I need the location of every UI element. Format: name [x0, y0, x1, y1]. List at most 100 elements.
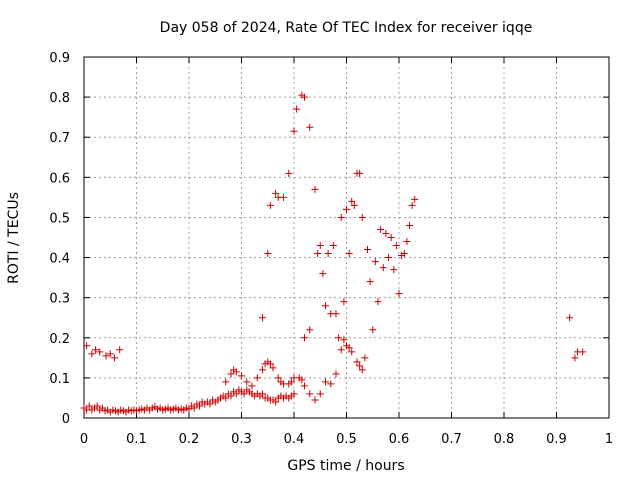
x-axis-label: GPS time / hours [287, 458, 404, 474]
data-point [85, 402, 93, 410]
data-point [285, 169, 293, 177]
data-point [337, 213, 345, 221]
data-point [406, 221, 413, 229]
data-point [329, 242, 337, 250]
data-points [80, 91, 587, 416]
data-point [272, 189, 280, 197]
data-point [340, 298, 348, 306]
data-point [116, 346, 124, 354]
y-tick-label: 0.7 [49, 131, 70, 146]
data-point [369, 326, 377, 334]
data-point [92, 346, 100, 354]
data-point [110, 354, 118, 362]
data-point [403, 238, 411, 246]
axis-ticks [83, 56, 610, 419]
data-point [345, 344, 353, 352]
data-point [272, 398, 280, 406]
x-tick-label: 0.6 [389, 432, 410, 447]
data-point [88, 350, 96, 358]
data-point [335, 334, 343, 342]
data-point [332, 310, 340, 318]
data-point [340, 336, 348, 344]
x-tick-label: 0.4 [284, 432, 305, 447]
data-point [337, 346, 345, 354]
data-point [353, 358, 361, 366]
data-point [232, 368, 240, 376]
data-point [238, 372, 245, 380]
data-point [290, 127, 298, 135]
data-point [385, 254, 392, 262]
data-point [356, 362, 364, 370]
data-point [356, 169, 364, 177]
data-point [83, 342, 91, 350]
data-point [227, 392, 235, 400]
data-point [579, 348, 587, 356]
data-point [253, 374, 261, 382]
data-point [348, 348, 356, 356]
data-point [314, 250, 322, 258]
x-tick-label: 1 [605, 432, 613, 447]
data-point [324, 250, 332, 258]
data-point [106, 350, 114, 358]
data-point [322, 378, 329, 386]
data-point [316, 242, 324, 250]
y-axis-label: ROTI / TECUs [6, 192, 22, 284]
data-point [306, 123, 314, 131]
data-point [332, 370, 340, 378]
data-point [306, 390, 314, 398]
y-tick-label: 0.6 [49, 171, 70, 186]
data-point [382, 229, 390, 237]
y-tick-label: 0 [62, 412, 70, 427]
data-point [93, 402, 101, 410]
data-point [316, 390, 324, 398]
data-point [259, 366, 266, 374]
data-point [311, 185, 319, 193]
data-point [269, 364, 277, 372]
y-tick-labels: 0 0.1 0.2 0.3 0.4 0.5 0.6 0.7 0.8 0.9 [49, 51, 70, 427]
data-point [266, 201, 274, 209]
data-point [222, 394, 230, 402]
chart-title: Day 058 of 2024, Rate Of TEC Index for r… [160, 20, 533, 36]
data-point [377, 225, 385, 233]
data-point [190, 404, 198, 412]
data-point [395, 290, 403, 298]
y-tick-label: 0.2 [49, 332, 70, 347]
data-point [327, 380, 335, 388]
data-point [298, 376, 306, 384]
x-tick-label: 0 [80, 432, 88, 447]
data-point [196, 402, 203, 410]
y-tick-label: 0.9 [49, 51, 70, 66]
x-tick-label: 0.7 [441, 432, 462, 447]
data-point [301, 93, 308, 101]
data-point [345, 250, 353, 258]
x-tick-label: 0.1 [126, 432, 147, 447]
data-point [259, 314, 266, 322]
data-point [206, 400, 214, 408]
data-point [311, 396, 319, 404]
data-point [227, 370, 235, 378]
x-tick-label: 0.3 [231, 432, 252, 447]
data-point [306, 326, 314, 334]
data-point [264, 250, 272, 258]
data-point [232, 390, 240, 398]
y-tick-label: 0.3 [49, 292, 70, 307]
x-tick-labels: 0 0.1 0.2 0.3 0.4 0.5 0.6 0.7 0.8 0.9 1 [80, 432, 613, 447]
data-point [240, 390, 248, 398]
data-point [364, 246, 371, 254]
data-point [287, 378, 295, 386]
data-point [301, 382, 308, 390]
data-point [371, 258, 379, 266]
data-point [243, 378, 251, 386]
data-point [348, 197, 356, 205]
data-point [361, 354, 369, 362]
y-tick-label: 0.5 [49, 211, 70, 226]
data-point [387, 234, 395, 241]
data-point [319, 270, 327, 278]
data-point [96, 348, 104, 356]
data-point [343, 205, 350, 213]
data-point [408, 201, 416, 209]
data-point [280, 193, 287, 201]
data-point [350, 201, 358, 209]
y-tick-label: 0.8 [49, 91, 70, 106]
data-point [411, 195, 419, 203]
